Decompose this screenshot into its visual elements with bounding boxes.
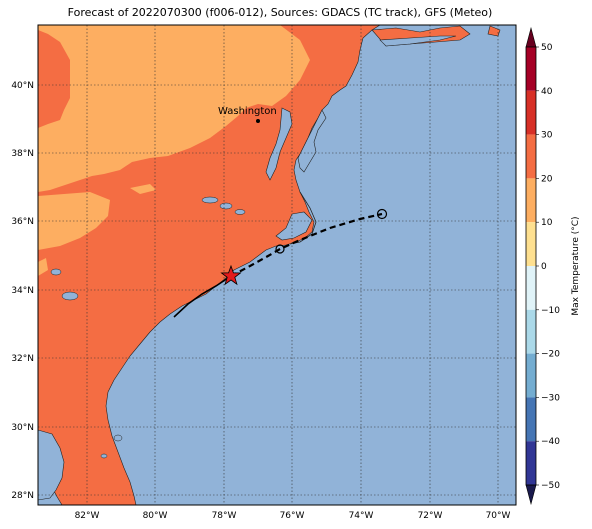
colorbar-segment <box>526 353 536 398</box>
colorbar-segment <box>526 266 536 310</box>
lon-tick: 78°W <box>212 511 237 521</box>
colorbar-tick-label: −40 <box>541 437 560 447</box>
colorbar-tick-label: −50 <box>541 481 560 491</box>
forecast-position-marker <box>376 208 388 220</box>
forecast-track-line <box>230 212 383 277</box>
colorbar-segment <box>526 309 536 354</box>
lat-tick: 28°N <box>11 491 34 501</box>
washington-marker <box>256 119 260 123</box>
lon-tick: 76°W <box>280 511 305 521</box>
colorbar-segment <box>526 90 536 135</box>
colorbar-segment <box>526 222 536 266</box>
land-mild <box>38 25 310 192</box>
lat-tick: 32°N <box>11 354 34 364</box>
past-track-line <box>173 275 232 318</box>
lon-tick: 82°W <box>75 511 100 521</box>
lat-tick: 38°N <box>11 149 34 159</box>
colorbar-segment <box>526 441 536 485</box>
lon-tick: 80°W <box>143 511 168 521</box>
lat-tick-labels: 40°N 38°N 36°N 34°N 32°N 30°N 28°N <box>11 81 34 501</box>
colorbar-tick-label: 40 <box>541 87 553 97</box>
colorbar-label: Max Temperature (°C) <box>571 216 581 315</box>
colorbar-tick-label: −20 <box>541 350 560 360</box>
colorbar-bottom-arrow <box>525 484 537 506</box>
lon-tick: 74°W <box>349 511 374 521</box>
colorbar-segment <box>526 47 536 91</box>
colorbar-segment <box>526 397 536 442</box>
colorbar-top-arrow <box>525 26 537 48</box>
colorbar-segment <box>526 178 536 223</box>
colorbar-tick-label: −30 <box>541 393 560 403</box>
lon-tick: 72°W <box>418 511 443 521</box>
lat-tick: 40°N <box>11 81 34 91</box>
lon-tick: 70°W <box>486 511 511 521</box>
colorbar: 50 40 30 20 10 0 −10 −20 −30 −40 −50 Max Temperatu… <box>525 26 581 506</box>
map-frame <box>37 24 517 506</box>
current-position-star-icon <box>220 264 242 286</box>
colorbar-tick-label: 30 <box>541 131 553 141</box>
lat-tick: 30°N <box>11 423 34 433</box>
colorbar-segment <box>526 134 536 179</box>
lat-tick: 36°N <box>11 217 34 227</box>
lon-tick-labels: 82°W 80°W 78°W 76°W 74°W 72°W 70°W <box>75 511 511 521</box>
lat-tick: 34°N <box>11 286 34 296</box>
gridlines <box>38 25 516 505</box>
colorbar-tick-label: 0 <box>541 262 547 272</box>
colorbar-tick-label: 50 <box>541 43 553 53</box>
colorbar-tick-label: 10 <box>541 218 553 228</box>
colorbar-tick-label: 20 <box>541 174 553 184</box>
city-label-washington: Washington <box>218 106 277 117</box>
colorbar-tick-label: −10 <box>541 306 560 316</box>
forecast-position-marker <box>275 244 285 254</box>
map-title: Forecast of 2022070300 (f006-012), Sourc… <box>67 6 493 19</box>
